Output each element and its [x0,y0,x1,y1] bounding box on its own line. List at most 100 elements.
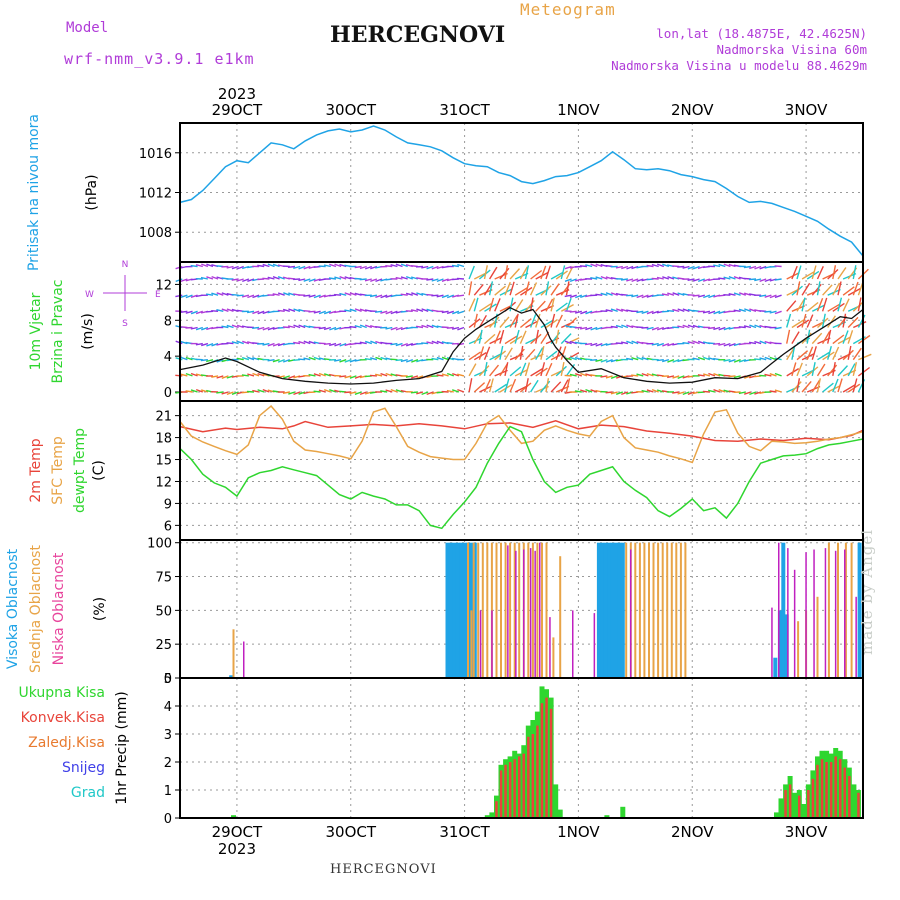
wind-arrow [682,324,690,329]
wind-arrow [308,373,316,377]
wind-arrow [631,278,639,283]
wind-arrow [733,326,741,329]
wind-arrow [308,340,316,345]
cloud-bar-visoka [472,542,477,678]
wind-arrow [252,357,260,361]
wind-arrow [242,278,250,283]
wind-arrow [605,309,613,312]
wind-arrow [827,268,839,280]
wind-arrow [569,340,577,345]
wind-arrow [754,358,762,361]
top-date-label: 30OCT [325,101,376,119]
wind-arrow [595,359,603,362]
wind-arrow [847,316,859,328]
precip-bar-konvek [857,792,860,818]
wind-arrow [488,297,495,312]
top-date-label: 31OCT [439,101,490,119]
cloud-bar-niska [813,549,815,678]
wind-arrow [221,391,229,395]
wind-arrow [457,310,465,315]
wind-arrow [524,265,530,280]
wind-arrow [473,313,478,328]
wind-arrow [692,294,700,297]
wind-arrow [564,294,572,298]
wind-arrow [600,292,608,296]
cloud-bar-srednja [545,542,548,678]
wind-arrow [436,294,444,298]
wind-arrow [354,375,362,379]
wind-arrow [759,357,767,361]
series-line-sfc-temp [179,405,864,464]
wind-arrow [811,265,817,280]
y-tick-label: 0 [164,386,172,401]
wind-arrow [308,356,316,361]
wind-arrow [494,330,501,344]
wind-arrow [801,380,812,393]
cloud-bar-srednja [504,542,507,678]
cloud-bar-niska [630,549,632,678]
precip-bar-ukupna [851,784,857,818]
wind-arrow [702,373,711,377]
compass-w-label: W [85,290,94,300]
wind-arrow [646,264,654,268]
wind-arrow [687,341,695,345]
y-tick-label: 18 [155,432,172,447]
wind-arrow [252,310,260,315]
wind-arrow [718,277,726,280]
wind-arrow [514,329,520,344]
wind-arrow [359,341,367,345]
wind-arrow [339,276,347,280]
wind-arrow [185,294,193,299]
wind-arrow [822,382,834,393]
wind-arrow [400,342,408,347]
wind-arrow [272,263,280,268]
wind-arrow [816,363,826,377]
pressure-panel: 1008 1012 1016 [139,122,864,263]
wind-arrow [499,363,508,377]
wind-arrow [226,375,234,379]
wind-arrow [400,293,408,296]
wind-arrow [610,308,618,312]
wind-arrow [344,391,352,394]
precip-bar-ukupna [620,806,626,818]
wind-arrow [334,326,342,331]
precip-bar-ukupna [778,798,784,818]
wind-arrow [595,263,603,268]
temperature-panel: 6 9 12 15 18 21 [155,400,864,541]
wind-arrow [206,342,214,347]
wind-arrow [651,310,659,315]
cloud-bar-srednja [844,542,847,678]
y-axis-label-wind: (m/s) [80,313,96,350]
y-axis-label-pressure: Pritisak na nivou mora [26,114,42,271]
wind-arrow [303,265,311,270]
wind-arrow [231,341,239,345]
precip-bar-konvek [508,762,512,818]
wind-arrow [451,326,460,330]
wind-arrow [580,389,588,393]
y-tick-label: 8 [164,314,172,329]
wind-arrow [677,391,685,395]
wind-arrow [816,378,821,393]
wind-arrow [216,359,224,363]
compass-e-label: E [155,290,161,300]
wind-arrow [446,356,455,361]
y-tick-label: 15 [155,454,172,469]
wind-arrow [708,294,716,299]
cloud-bar-niska [479,610,482,678]
precip-bar-ukupna [774,812,779,818]
wind-arrow [468,351,482,361]
wind-arrow [344,292,352,296]
wind-arrow [610,391,618,395]
cloud-bar-visoka [596,542,601,678]
wind-arrow [354,325,362,329]
wind-compass: E W N S [85,260,161,329]
wind-arrow [514,299,524,312]
wind-arrow [827,364,838,377]
series-line-dewpt-temp [179,425,864,530]
wind-arrow [483,265,488,280]
lonlat-text: lon,lat (18.4875E, 42.4625N) [656,26,867,41]
wind-arrow [545,281,550,296]
wind-arrow [656,342,665,347]
wind-arrow [509,281,515,296]
wind-arrow [385,326,393,330]
